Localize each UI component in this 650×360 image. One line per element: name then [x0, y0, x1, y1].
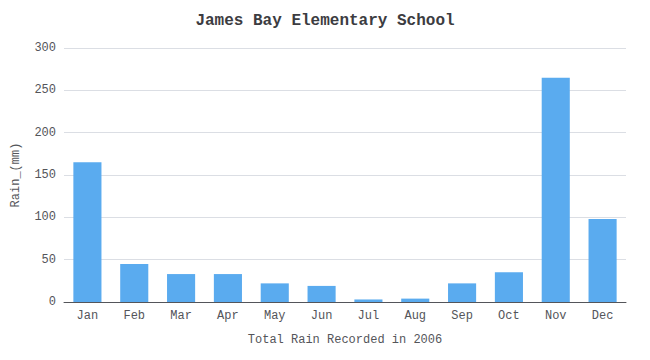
svg-text:Sep: Sep	[451, 309, 473, 323]
svg-text:200: 200	[34, 126, 56, 140]
svg-text:250: 250	[34, 83, 56, 97]
svg-text:James Bay Elementary School: James Bay Elementary School	[195, 12, 454, 30]
svg-text:100: 100	[34, 210, 56, 224]
svg-text:50: 50	[42, 253, 56, 267]
svg-text:Oct: Oct	[498, 309, 520, 323]
svg-text:0: 0	[49, 295, 56, 309]
svg-text:Jan: Jan	[77, 309, 99, 323]
svg-text:May: May	[264, 309, 286, 323]
svg-text:Jun: Jun	[311, 309, 333, 323]
svg-text:Aug: Aug	[404, 309, 426, 323]
svg-text:Mar: Mar	[170, 309, 192, 323]
svg-text:Jul: Jul	[358, 309, 380, 323]
svg-text:Apr: Apr	[217, 309, 239, 323]
svg-text:Feb: Feb	[123, 309, 145, 323]
svg-text:300: 300	[34, 41, 56, 55]
svg-text:Rain_(mm): Rain_(mm)	[9, 143, 23, 208]
svg-text:150: 150	[34, 168, 56, 182]
svg-text:Dec: Dec	[592, 309, 614, 323]
svg-text:Nov: Nov	[545, 309, 567, 323]
svg-text:Total Rain Recorded in 2006: Total Rain Recorded in 2006	[248, 333, 442, 347]
